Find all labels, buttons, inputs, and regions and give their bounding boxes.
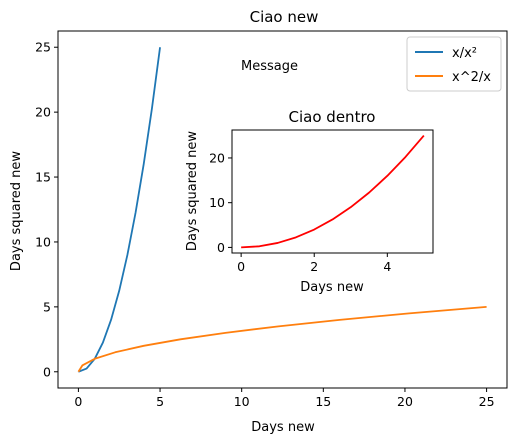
inset-x-tick-label: 4 — [383, 259, 391, 274]
inset-series-lines — [241, 135, 425, 249]
inset-plot-frame — [231, 129, 434, 254]
main-x-tick-label: 20 — [397, 394, 413, 409]
main-x-axis-label: Days new — [251, 420, 315, 435]
main-series-lines — [77, 47, 487, 373]
inset-y-tick-label: 20 — [209, 150, 225, 165]
main-x-tick-label: 15 — [315, 394, 331, 409]
main-plot: Ciao new Days new Days squared new Messa… — [9, 8, 508, 435]
main-y-tick-label: 0 — [43, 364, 51, 379]
main-y-tick-label: 15 — [35, 170, 51, 185]
inset-chart-title: Ciao dentro — [289, 108, 376, 126]
inset-series-line-1 — [241, 135, 425, 249]
message-annotation: Message — [241, 59, 298, 74]
main-y-axis-label: Days squared new — [9, 151, 24, 271]
main-series-line-2 — [77, 305, 487, 373]
main-x-tick-label: 10 — [234, 394, 250, 409]
inset-background — [232, 130, 433, 253]
main-y-tick-label: 5 — [43, 299, 51, 314]
main-chart-title: Ciao new — [250, 8, 319, 26]
inset-x-tick-label: 0 — [237, 259, 245, 274]
main-y-tick-label: 10 — [35, 234, 51, 249]
main-y-tick-label: 25 — [35, 40, 51, 55]
inset-plot: Ciao dentro Days new Days squared new 0 2… — [185, 108, 434, 295]
inset-x-tick-label: 2 — [310, 259, 318, 274]
main-series-line-1 — [78, 47, 161, 373]
inset-y-tick-label: 10 — [209, 195, 225, 210]
main-plot-frame — [57, 30, 508, 389]
inset-y-axis-label: Days squared new — [185, 131, 200, 251]
main-x-tick-label: 25 — [479, 394, 495, 409]
legend-frame — [406, 36, 502, 92]
main-x-tick-label: 5 — [156, 394, 164, 409]
main-y-tick-label: 20 — [35, 105, 51, 120]
inset-y-tick-label: 0 — [217, 240, 225, 255]
inset-x-axis-label: Days new — [300, 280, 364, 295]
legend: x/x² x^2/x — [406, 36, 502, 92]
legend-label-series-1: x/x² — [452, 46, 477, 61]
legend-label-series-2: x^2/x — [452, 70, 491, 85]
inset-axis-ticks: 0 2 4 0 10 20 — [209, 150, 391, 274]
main-x-tick-label: 0 — [74, 394, 82, 409]
